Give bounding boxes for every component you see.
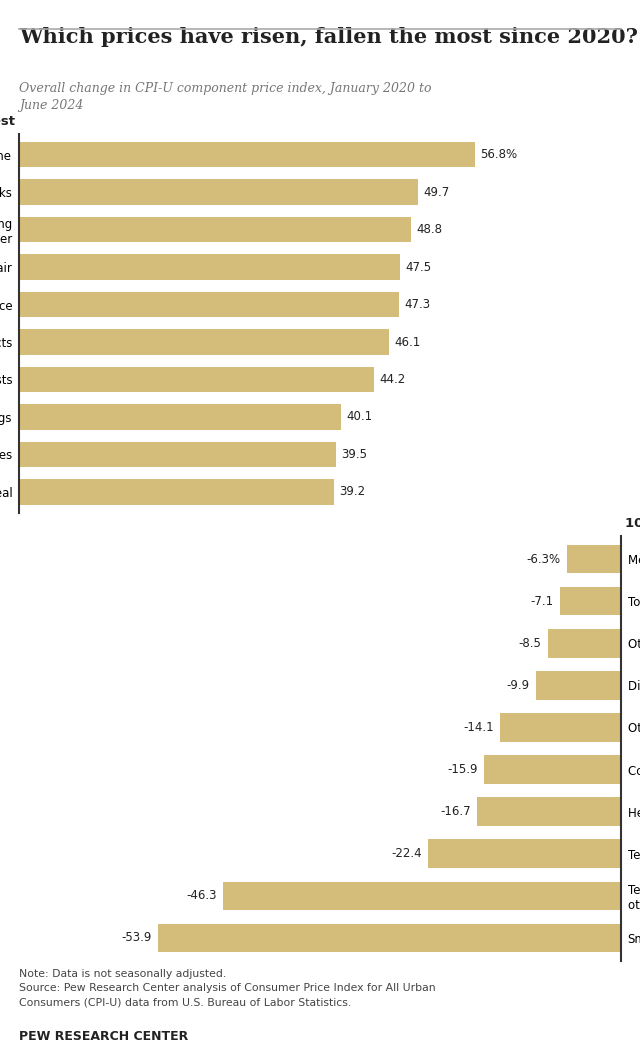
Text: 48.8: 48.8 (416, 223, 442, 236)
Text: Note: Data is not seasonally adjusted.
Source: Pew Research Center analysis of C: Note: Data is not seasonally adjusted. S… (19, 969, 436, 1008)
Bar (19, 442, 336, 467)
Bar (560, 587, 621, 616)
Text: 46.1: 46.1 (395, 336, 421, 348)
Bar (19, 142, 475, 168)
Text: 39.5: 39.5 (342, 448, 367, 461)
Bar (19, 179, 418, 205)
Text: 47.3: 47.3 (404, 298, 430, 311)
Bar (19, 479, 333, 504)
Text: -46.3: -46.3 (186, 889, 217, 903)
Text: Overall change in CPI-U component price index, January 2020 to
June 2024: Overall change in CPI-U component price … (19, 83, 432, 113)
Text: -14.1: -14.1 (463, 721, 493, 734)
Text: -15.9: -15.9 (447, 764, 478, 776)
Text: Which prices have risen, fallen the most since 2020?: Which prices have risen, fallen the most… (19, 27, 638, 47)
Bar (19, 254, 400, 279)
Text: PEW RESEARCH CENTER: PEW RESEARCH CENTER (19, 1030, 188, 1043)
Text: 56.8%: 56.8% (481, 148, 518, 161)
Text: 44.2: 44.2 (380, 373, 406, 386)
Bar (500, 713, 621, 741)
Text: 49.7: 49.7 (424, 186, 450, 199)
Bar (484, 755, 621, 784)
Bar (536, 671, 621, 700)
Text: -6.3%: -6.3% (527, 552, 561, 566)
Text: 10 lowest: 10 lowest (625, 516, 640, 530)
Bar (223, 881, 621, 910)
Bar (19, 329, 389, 355)
Text: 40.1: 40.1 (346, 410, 372, 424)
Bar (19, 217, 411, 242)
Text: 39.2: 39.2 (339, 485, 365, 498)
Bar (157, 924, 621, 953)
Text: 10 highest: 10 highest (0, 116, 15, 129)
Bar (477, 798, 621, 826)
Text: -7.1: -7.1 (531, 595, 554, 607)
Text: 47.5: 47.5 (406, 260, 432, 274)
Bar (19, 366, 374, 392)
Text: -8.5: -8.5 (519, 637, 541, 650)
Text: -9.9: -9.9 (507, 679, 530, 691)
Text: -16.7: -16.7 (440, 805, 471, 818)
Bar (566, 545, 621, 573)
Text: -22.4: -22.4 (392, 847, 422, 860)
Bar (548, 629, 621, 657)
Bar (19, 292, 399, 318)
Bar (19, 405, 341, 430)
Bar (428, 839, 621, 868)
Text: -53.9: -53.9 (121, 931, 152, 944)
